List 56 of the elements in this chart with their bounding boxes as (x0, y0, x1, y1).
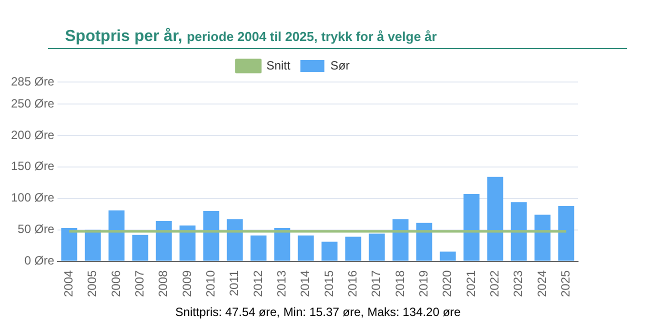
y-tick-label: 0 Øre (24, 254, 55, 268)
bar (322, 242, 338, 261)
bar (250, 236, 267, 261)
x-tick-label: 2011 (227, 270, 242, 296)
y-tick-label: 250 Øre (11, 96, 55, 110)
x-tick-label: 2004 (62, 270, 76, 298)
bar (368, 234, 385, 261)
bar (203, 210, 220, 261)
chart-subtitle: periode 2004 til 2025, trykk for å velge år (186, 29, 437, 44)
bar (558, 206, 574, 261)
bar (156, 221, 172, 261)
bar (464, 194, 480, 261)
x-tick-label: 2007 (132, 270, 146, 298)
bar (345, 236, 362, 261)
y-tick-label: 150 Øre (11, 159, 55, 174)
x-tick-label: 2021 (464, 270, 478, 298)
legend-label: Snitt (266, 58, 292, 72)
x-tick-label: 2016 (345, 270, 360, 298)
x-tick-label: 2018 (392, 270, 407, 298)
x-tick-label: 2023 (511, 270, 526, 298)
bar (534, 214, 550, 261)
bar (487, 176, 504, 261)
x-tick-label: 2022 (487, 270, 502, 298)
legend-label: Sør (330, 58, 350, 72)
bar (440, 252, 456, 261)
bar (108, 210, 125, 261)
bar (510, 202, 527, 261)
x-tick-label: 2008 (156, 270, 170, 298)
x-tick-label: 2005 (85, 270, 100, 298)
x-tick-label: 2025 (558, 270, 572, 298)
x-tick-label: 2024 (534, 270, 549, 298)
x-tick-label: 2006 (108, 270, 123, 298)
x-tick-label: 2020 (440, 270, 454, 298)
y-tick-label: 50 Øre (18, 222, 55, 236)
bar (392, 219, 408, 261)
bar (180, 225, 196, 261)
x-tick-label: 2015 (322, 270, 336, 298)
y-tick-label: 100 Øre (11, 190, 55, 205)
bar (132, 234, 148, 261)
x-tick-label: 2017 (369, 270, 384, 298)
bar (226, 219, 243, 261)
x-tick-label: 2010 (204, 270, 218, 298)
y-tick-label: 200 Øre (11, 128, 55, 142)
y-tick-label: 285 Øre (11, 74, 55, 88)
x-tick-label: 2009 (180, 270, 194, 298)
bar (298, 236, 314, 261)
bar (274, 228, 290, 261)
x-tick-label: 2012 (250, 270, 265, 298)
bar (84, 230, 101, 261)
x-tick-label: 2014 (298, 270, 312, 298)
text: Snittpris: 47.54 øre, Min: 15.37 øre, Maks: 134.20 øre (174, 305, 462, 319)
chart-title: Spotpris per år, (65, 28, 182, 45)
x-tick-label: 2013 (274, 270, 288, 298)
x-tick-label: 2019 (416, 270, 430, 298)
bar (416, 222, 432, 261)
bar (61, 228, 78, 261)
